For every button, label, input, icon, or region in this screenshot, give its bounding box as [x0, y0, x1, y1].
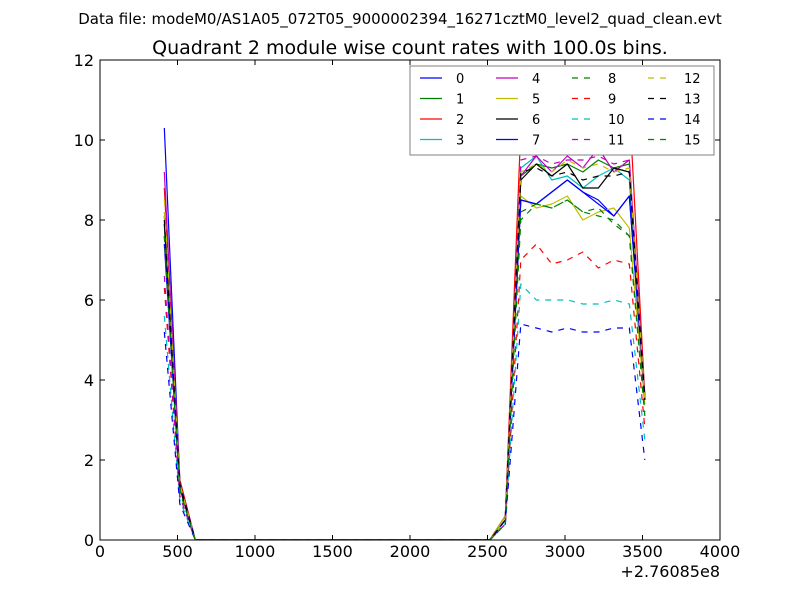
legend-label-3: 3	[456, 134, 464, 149]
y-tick-label: 8	[84, 211, 94, 230]
x-tick-label: 2000	[390, 542, 431, 561]
x-tick-label: 4000	[700, 542, 741, 561]
series-line-15	[163, 199, 646, 540]
legend-label-14: 14	[684, 113, 701, 128]
legend-label-11: 11	[608, 134, 625, 149]
y-tick-label: 10	[74, 131, 94, 150]
x-tick-label: 500	[162, 542, 193, 561]
x-tick-label: 3000	[545, 542, 586, 561]
legend-frame	[409, 65, 715, 156]
x-axis-offset-label: +2.76085e8	[620, 562, 720, 581]
x-tick-label: 1500	[312, 542, 353, 561]
series-line-1	[163, 159, 646, 540]
series-line-3	[163, 155, 646, 540]
x-tick-label: 2500	[467, 542, 508, 561]
series-line-6	[163, 163, 646, 540]
chart-title: Quadrant 2 module wise count rates with …	[152, 37, 668, 59]
series-line-13	[163, 167, 646, 540]
series-line-5	[163, 195, 646, 540]
legend-label-13: 13	[684, 93, 701, 108]
y-tick-label: 12	[74, 51, 94, 70]
series-line-12	[163, 159, 646, 540]
x-tick-label: 1000	[235, 542, 276, 561]
legend-label-5: 5	[532, 93, 540, 108]
y-tick-label: 6	[84, 291, 94, 310]
y-tick-label: 4	[84, 371, 94, 390]
series-line-7	[163, 179, 646, 540]
legend-label-15: 15	[684, 134, 701, 149]
legend-label-10: 10	[608, 113, 625, 128]
legend-label-7: 7	[532, 134, 540, 149]
x-tick-label: 0	[95, 542, 105, 561]
series-line-4	[163, 147, 646, 540]
legend-label-4: 4	[532, 72, 540, 87]
legend-label-1: 1	[456, 93, 464, 108]
legend-label-8: 8	[608, 72, 616, 87]
legend-label-2: 2	[456, 113, 464, 128]
legend-label-9: 9	[608, 93, 616, 108]
y-tick-label: 0	[84, 531, 94, 550]
legend-label-6: 6	[532, 113, 540, 128]
legend-label-0: 0	[456, 72, 464, 87]
plot-area: 0 500 1000 1500 2000 2500 3000 3500 400002468101…	[74, 51, 741, 561]
y-tick-label: 2	[84, 451, 94, 470]
x-tick-label: 3500	[622, 542, 663, 561]
legend-label-12: 12	[684, 72, 701, 87]
chart-suptitle: Data file: modeM0/AS1A05_072T05_90000023…	[78, 10, 722, 29]
